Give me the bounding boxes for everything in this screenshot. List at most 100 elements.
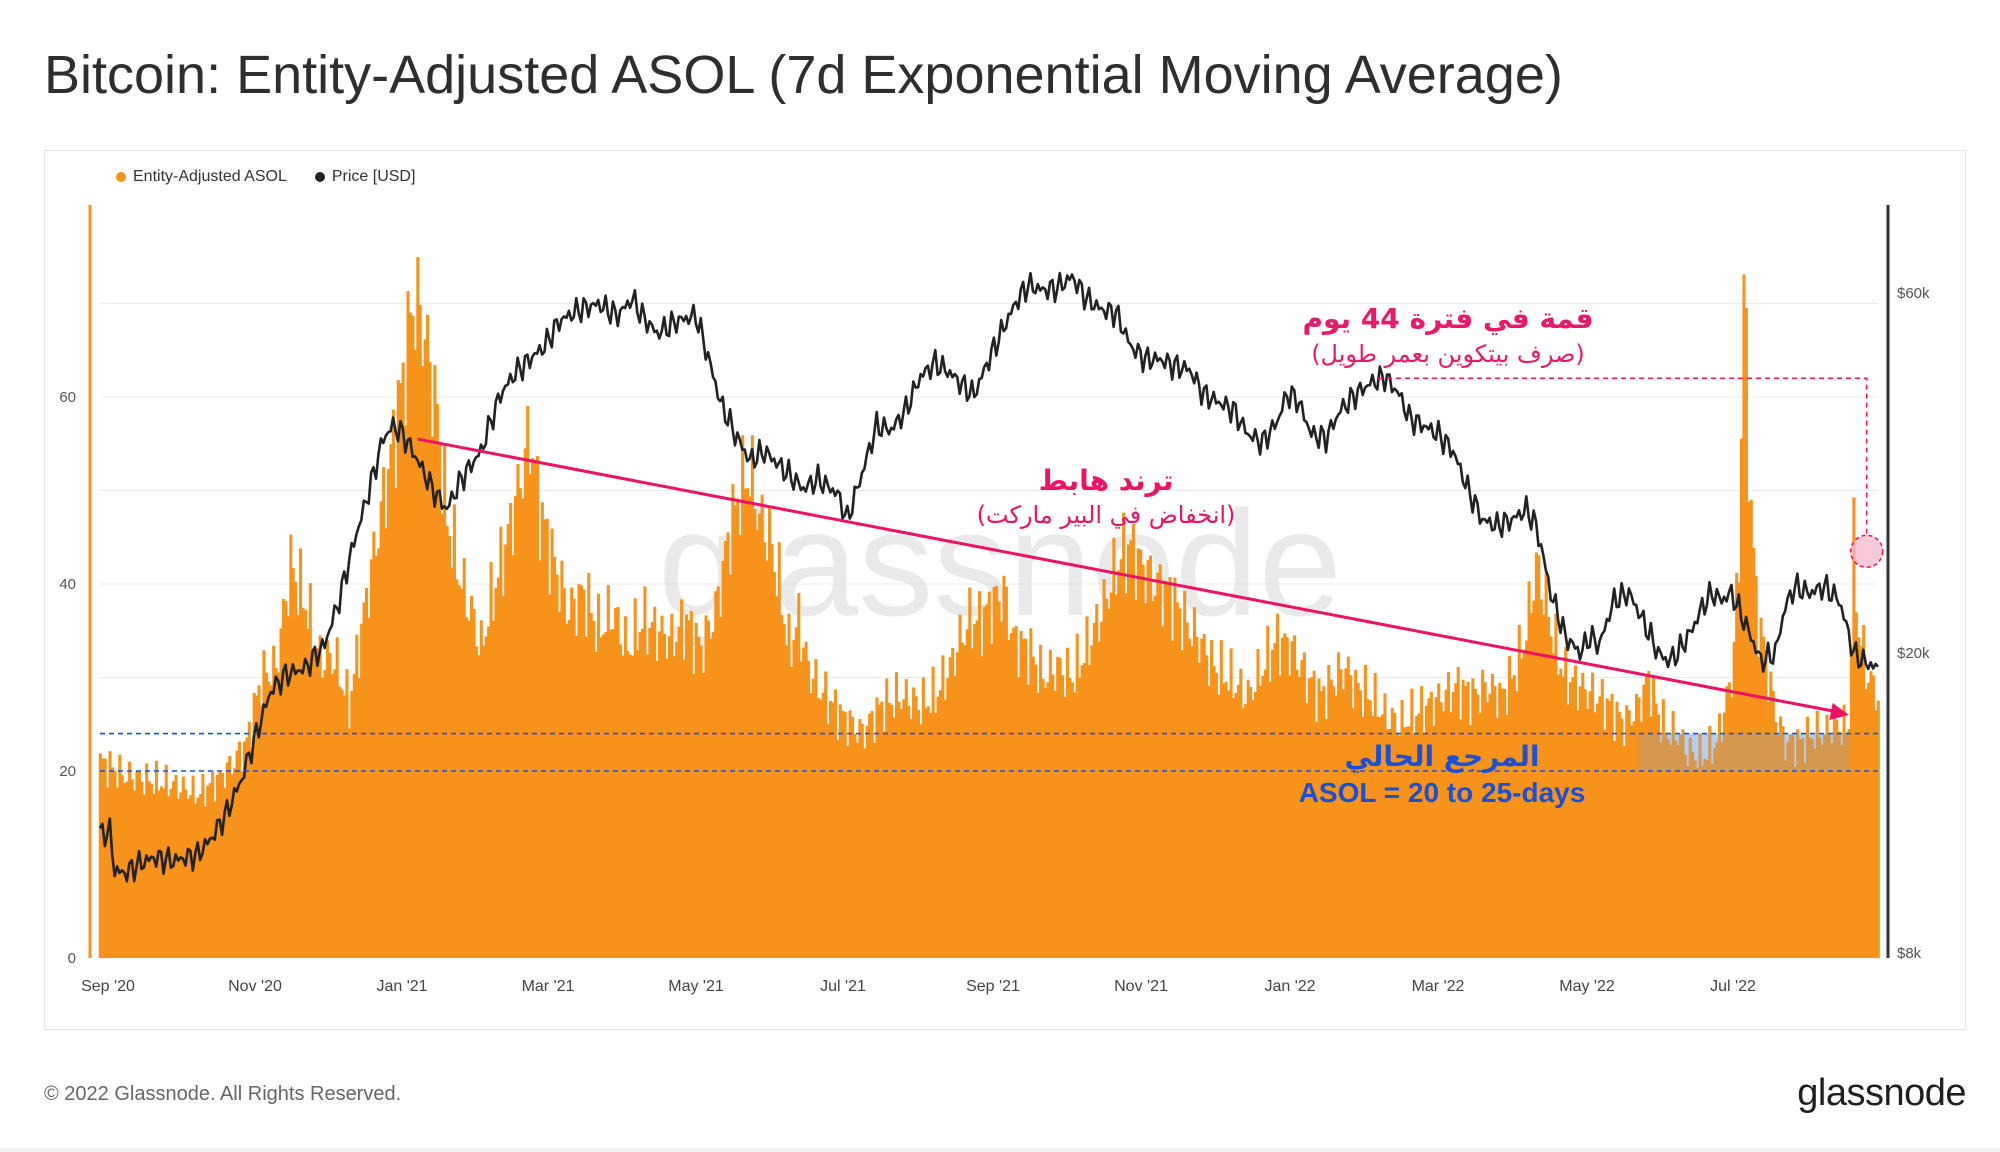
asol-bar <box>582 589 586 958</box>
asol-bar <box>951 648 955 958</box>
asol-bar <box>604 632 608 958</box>
asol-bar <box>477 655 481 958</box>
asol-bar <box>1302 652 1306 958</box>
asol-bar <box>360 623 364 958</box>
asol-bar <box>181 776 185 958</box>
asol-bar <box>1830 743 1834 958</box>
asol-bar <box>318 635 322 958</box>
legend-item-price[interactable]: Price [USD] <box>314 168 415 186</box>
y-right-tick-label: $20k <box>1897 645 1930 662</box>
asol-bar <box>1595 703 1599 958</box>
asol-bar <box>1617 711 1621 958</box>
asol-bar <box>731 484 735 958</box>
asol-bar <box>885 678 889 958</box>
asol-bar <box>1732 641 1736 958</box>
asol-bar <box>513 496 518 958</box>
asol-bar <box>811 678 815 958</box>
asol-bar <box>1388 728 1392 958</box>
asol-bar <box>887 702 891 958</box>
asol-bar <box>274 668 278 958</box>
asol-bar <box>1224 681 1228 958</box>
asol-bar <box>1654 703 1658 958</box>
asol-bar <box>1344 668 1348 958</box>
asol-bar <box>1232 697 1236 958</box>
asol-bar <box>362 602 366 958</box>
asol-bar <box>433 365 437 958</box>
asol-bar <box>174 775 178 958</box>
asol-bar <box>1874 710 1878 958</box>
asol-bar <box>567 619 571 958</box>
x-tick-label: Nov '21 <box>1114 978 1168 995</box>
asol-bar <box>1600 678 1604 958</box>
asol-bar <box>1818 737 1822 958</box>
asol-bar <box>1319 691 1323 958</box>
asol-bar <box>179 792 183 958</box>
asol-bar <box>1754 576 1758 958</box>
asol-bar <box>294 581 298 958</box>
asol-bar <box>1598 696 1602 958</box>
asol-bar <box>1371 715 1375 958</box>
asol-bar <box>1058 658 1062 958</box>
asol-bar <box>694 622 698 958</box>
asol-bar <box>1295 669 1299 958</box>
asol-bar <box>601 634 605 958</box>
asol-bar <box>1310 677 1314 958</box>
asol-bar <box>843 712 847 958</box>
asol-bar <box>631 655 635 958</box>
asol-bar <box>382 467 386 958</box>
asol-bar <box>565 623 569 958</box>
asol-bar <box>281 598 285 958</box>
asol-bar <box>1859 645 1863 958</box>
asol-bar <box>323 669 327 958</box>
asol-bar <box>680 599 684 958</box>
asol-bar <box>1417 713 1421 958</box>
peak-marker <box>1849 534 1884 569</box>
asol-bar <box>658 631 662 958</box>
asol-bar <box>1486 702 1490 958</box>
asol-bar <box>1012 627 1016 958</box>
asol-bar <box>777 542 781 958</box>
asol-bar <box>709 638 713 958</box>
asol-bar <box>269 685 273 958</box>
asol-bar <box>1632 721 1636 958</box>
asol-bar <box>1383 693 1387 958</box>
asol-bar <box>1547 617 1551 958</box>
asol-bar <box>1752 547 1756 958</box>
asol-bar <box>836 740 840 958</box>
asol-bar <box>1124 593 1128 958</box>
x-tick-label: Jan '22 <box>1264 978 1315 995</box>
asol-bar <box>1190 646 1194 958</box>
asol-bar <box>1534 552 1538 958</box>
asol-bar <box>1446 672 1450 958</box>
bottom-rule <box>0 1148 2000 1152</box>
asol-bar <box>1146 559 1150 958</box>
asol-bar <box>1564 647 1568 958</box>
asol-bar <box>1849 652 1853 958</box>
asol-bar <box>677 626 681 958</box>
asol-bar <box>1639 721 1643 958</box>
asol-bar <box>1837 731 1841 958</box>
chart-legend: Entity-Adjusted ASOL Price [USD] <box>116 168 415 186</box>
asol-bar <box>1195 636 1199 958</box>
asol-bar <box>201 773 205 958</box>
asol-bar <box>829 701 833 958</box>
asol-bar <box>1415 715 1419 958</box>
asol-bar <box>721 560 725 958</box>
asol-bar <box>1498 682 1502 958</box>
asol-bar <box>1139 549 1143 958</box>
asol-bar <box>489 561 493 958</box>
asol-bar <box>699 645 703 958</box>
asol-bar <box>975 620 979 958</box>
x-tick-label: Sep '20 <box>81 978 135 995</box>
reference-title: المرجع الحالي <box>1344 740 1539 773</box>
asol-bar <box>1478 712 1482 958</box>
legend-item-asol[interactable]: Entity-Adjusted ASOL <box>116 168 287 186</box>
asol-bar <box>1845 732 1849 958</box>
brand-logo[interactable]: glassnode <box>1797 1072 1966 1114</box>
asol-bar <box>1656 714 1661 958</box>
asol-bar <box>543 519 547 958</box>
asol-bar <box>1439 702 1443 958</box>
asol-bar <box>882 731 886 958</box>
asol-bar <box>120 775 124 958</box>
asol-bar <box>1024 638 1028 958</box>
